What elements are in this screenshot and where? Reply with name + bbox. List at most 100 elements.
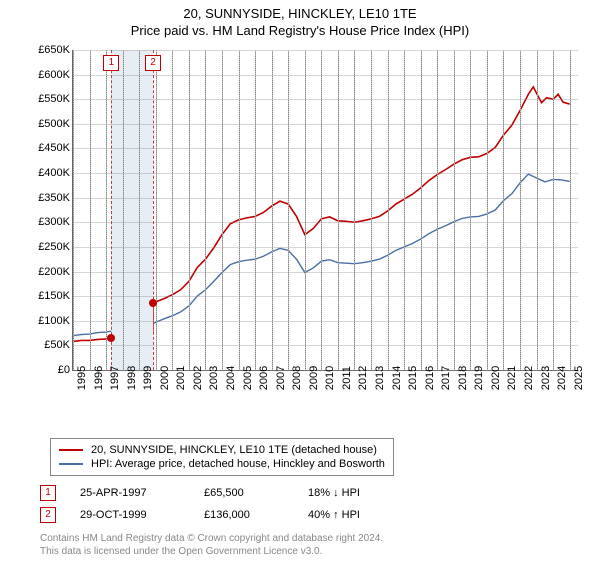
footnote-line-2: This data is licensed under the Open Gov… xyxy=(40,545,560,558)
sales-pct: 40% ↑ HPI xyxy=(308,509,408,521)
gridline-h xyxy=(73,345,578,346)
legend-box: 20, SUNNYSIDE, HINCKLEY, LE10 1TE (detac… xyxy=(50,438,394,476)
y-tick-label: £150K xyxy=(38,290,70,302)
x-tick-label: 2017 xyxy=(440,366,452,390)
gridline-v xyxy=(537,50,538,370)
gridline-v xyxy=(305,50,306,370)
gridline-v xyxy=(189,50,190,370)
gridline-v xyxy=(454,50,455,370)
y-tick-label: £50K xyxy=(44,339,70,351)
sale-marker-dot xyxy=(149,299,157,307)
x-tick-label: 2023 xyxy=(540,366,552,390)
gridline-v xyxy=(205,50,206,370)
legend-row: 20, SUNNYSIDE, HINCKLEY, LE10 1TE (detac… xyxy=(59,443,385,457)
gridline-h xyxy=(73,198,578,199)
legend-swatch xyxy=(59,449,83,451)
x-tick-label: 2020 xyxy=(490,366,502,390)
footnote-line-1: Contains HM Land Registry data © Crown c… xyxy=(40,532,560,545)
address-title: 20, SUNNYSIDE, HINCKLEY, LE10 1TE xyxy=(0,6,600,21)
sale-vline xyxy=(111,50,112,370)
gridline-v xyxy=(354,50,355,370)
gridline-h xyxy=(73,148,578,149)
gridline-v xyxy=(239,50,240,370)
gridline-v xyxy=(388,50,389,370)
x-tick-label: 2000 xyxy=(159,366,171,390)
sales-date: 29-OCT-1999 xyxy=(80,509,180,521)
x-tick-label: 1996 xyxy=(93,366,105,390)
x-tick-label: 1995 xyxy=(76,366,88,390)
footnote: Contains HM Land Registry data © Crown c… xyxy=(40,532,560,566)
gridline-v xyxy=(421,50,422,370)
gridline-h xyxy=(73,222,578,223)
gridline-h xyxy=(73,321,578,322)
sales-pct: 18% ↓ HPI xyxy=(308,487,408,499)
sales-row: 125-APR-1997£65,50018% ↓ HPI xyxy=(40,482,600,504)
gridline-v xyxy=(321,50,322,370)
gridline-h xyxy=(73,75,578,76)
gridline-h xyxy=(73,99,578,100)
y-tick-label: £250K xyxy=(38,241,70,253)
gridline-v xyxy=(520,50,521,370)
gridline-v xyxy=(371,50,372,370)
gridline-v xyxy=(255,50,256,370)
sale-marker-box: 2 xyxy=(145,55,161,71)
x-tick-label: 2021 xyxy=(506,366,518,390)
gridline-v xyxy=(553,50,554,370)
x-tick-label: 2007 xyxy=(275,366,287,390)
chart-container: 20, SUNNYSIDE, HINCKLEY, LE10 1TE Price … xyxy=(0,0,600,566)
gridline-v xyxy=(106,50,107,370)
gridline-v xyxy=(139,50,140,370)
gridline-v xyxy=(570,50,571,370)
x-tick-label: 1997 xyxy=(109,366,121,390)
legend-row: HPI: Average price, detached house, Hinc… xyxy=(59,457,385,471)
gridline-h xyxy=(73,247,578,248)
x-tick-label: 2019 xyxy=(473,366,485,390)
x-tick-label: 2006 xyxy=(258,366,270,390)
gridline-v xyxy=(288,50,289,370)
y-tick-label: £350K xyxy=(38,192,70,204)
y-tick-label: £300K xyxy=(38,216,70,228)
y-tick-label: £650K xyxy=(38,44,70,56)
gridline-h xyxy=(73,296,578,297)
y-tick-label: £200K xyxy=(38,266,70,278)
sales-marker-icon: 1 xyxy=(40,485,56,501)
gridline-v xyxy=(487,50,488,370)
subtitle: Price paid vs. HM Land Registry's House … xyxy=(0,23,600,38)
gridline-v xyxy=(172,50,173,370)
gridline-v xyxy=(156,50,157,370)
title-block: 20, SUNNYSIDE, HINCKLEY, LE10 1TE Price … xyxy=(0,0,600,38)
legend-label: HPI: Average price, detached house, Hinc… xyxy=(91,458,385,470)
plot-region: 12 xyxy=(72,50,578,371)
x-tick-label: 2001 xyxy=(175,366,187,390)
gridline-v xyxy=(503,50,504,370)
gridline-v xyxy=(470,50,471,370)
x-tick-label: 1999 xyxy=(142,366,154,390)
x-tick-label: 2010 xyxy=(324,366,336,390)
sales-table: 125-APR-1997£65,50018% ↓ HPI229-OCT-1999… xyxy=(40,482,600,526)
gridline-h xyxy=(73,272,578,273)
x-tick-label: 2018 xyxy=(457,366,469,390)
x-tick-label: 2005 xyxy=(242,366,254,390)
sale-marker-dot xyxy=(107,334,115,342)
sales-marker-icon: 2 xyxy=(40,507,56,523)
gridline-h xyxy=(73,173,578,174)
sale-marker-box: 1 xyxy=(103,55,119,71)
x-tick-label: 2022 xyxy=(523,366,535,390)
x-tick-label: 1998 xyxy=(126,366,138,390)
y-tick-label: £450K xyxy=(38,142,70,154)
x-tick-label: 2015 xyxy=(407,366,419,390)
x-tick-label: 2025 xyxy=(573,366,585,390)
gridline-v xyxy=(123,50,124,370)
x-tick-label: 2004 xyxy=(225,366,237,390)
x-tick-label: 2012 xyxy=(357,366,369,390)
x-tick-label: 2003 xyxy=(208,366,220,390)
gridline-v xyxy=(338,50,339,370)
gridline-v xyxy=(437,50,438,370)
x-tick-label: 2013 xyxy=(374,366,386,390)
y-tick-label: £100K xyxy=(38,315,70,327)
y-tick-label: £400K xyxy=(38,167,70,179)
sales-date: 25-APR-1997 xyxy=(80,487,180,499)
gridline-h xyxy=(73,50,578,51)
gridline-v xyxy=(90,50,91,370)
gridline-h xyxy=(73,124,578,125)
